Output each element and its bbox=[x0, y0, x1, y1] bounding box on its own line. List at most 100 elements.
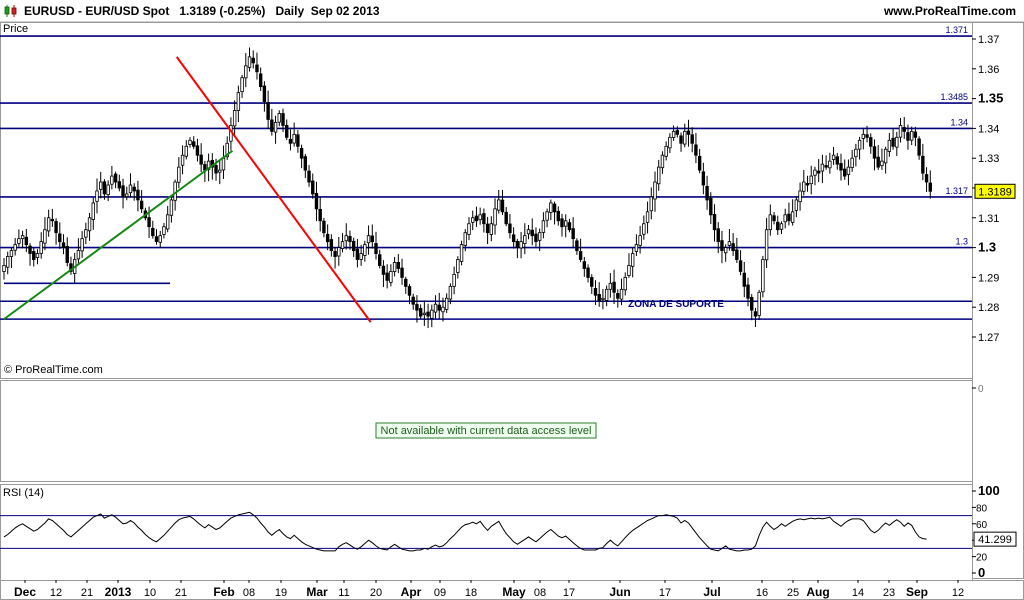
date-tick-label: 08 bbox=[534, 587, 546, 599]
candle-body bbox=[898, 125, 903, 138]
candle-body bbox=[482, 213, 486, 225]
candle-body bbox=[158, 235, 162, 243]
candle-body bbox=[221, 157, 226, 171]
candle-body bbox=[177, 166, 181, 183]
candle-body bbox=[683, 130, 687, 145]
candle-body bbox=[924, 174, 929, 183]
candle-body bbox=[738, 260, 743, 272]
candle-body bbox=[802, 181, 806, 192]
price-tick-label: 1.36 bbox=[978, 64, 999, 76]
candle-body bbox=[571, 228, 575, 240]
candle-body bbox=[820, 163, 825, 172]
candle-body bbox=[251, 57, 255, 64]
candle-body bbox=[560, 218, 564, 228]
candle-body bbox=[768, 214, 773, 231]
candle-body bbox=[255, 64, 259, 73]
date-tick-label: May bbox=[502, 585, 526, 599]
candle-body bbox=[872, 146, 877, 159]
price-change: 1.3189 (-0.25%) bbox=[179, 4, 266, 18]
candle-body bbox=[869, 137, 873, 147]
candle-body bbox=[839, 163, 843, 171]
candle-body bbox=[485, 223, 490, 234]
rsi-line bbox=[3, 511, 927, 552]
candle-body bbox=[776, 221, 780, 231]
data-access-text: Not available with current data access l… bbox=[381, 425, 592, 437]
candle-body bbox=[467, 223, 471, 235]
candle-body bbox=[32, 251, 36, 260]
rsi-series bbox=[0, 511, 972, 552]
candle-body bbox=[909, 130, 914, 141]
price-tick-label: 1.28 bbox=[978, 302, 999, 314]
candle-body bbox=[921, 155, 925, 174]
candle-body bbox=[798, 190, 802, 203]
candle-body bbox=[199, 154, 203, 165]
rsi-tick-label: 20 bbox=[976, 553, 988, 564]
candle-body bbox=[604, 288, 609, 301]
candle-body bbox=[258, 73, 263, 88]
level-label: 1.371 bbox=[945, 25, 968, 35]
candle-body bbox=[906, 132, 910, 141]
candle-body bbox=[504, 211, 508, 225]
date-tick-label: Dec bbox=[14, 585, 36, 599]
candle-body bbox=[162, 226, 166, 235]
date-tick-label: 20 bbox=[370, 587, 382, 599]
candle-body bbox=[169, 199, 174, 216]
date-tick-label: 17 bbox=[563, 587, 575, 599]
candle-body bbox=[65, 246, 69, 263]
brand-link[interactable]: www.ProRealTime.com bbox=[883, 4, 1016, 18]
candle-body bbox=[493, 208, 497, 226]
candle-body bbox=[270, 119, 274, 132]
price-tick-label: 1.31 bbox=[978, 213, 999, 225]
candle-body bbox=[329, 239, 334, 251]
candle-body bbox=[471, 217, 475, 223]
candlestick-series bbox=[2, 47, 932, 329]
rsi-tick-label: 80 bbox=[976, 503, 988, 514]
candle-body bbox=[534, 233, 538, 243]
candle-body bbox=[363, 244, 367, 256]
support-zone-annotation: ZONA DE SUPORTE bbox=[628, 299, 724, 310]
date-tick-label: 23 bbox=[883, 587, 895, 599]
candle-body bbox=[9, 250, 14, 257]
candle-body bbox=[400, 267, 404, 278]
date-tick-label: 18 bbox=[465, 587, 477, 599]
rsi-pane-label: RSI (14) bbox=[3, 487, 44, 499]
current-price-tag bbox=[974, 183, 1016, 199]
candle-body bbox=[322, 220, 326, 234]
date-tick-label: 21 bbox=[175, 587, 187, 599]
candle-body bbox=[91, 202, 95, 220]
candle-body bbox=[753, 311, 758, 317]
price-pane bbox=[0, 22, 973, 379]
candle-body bbox=[136, 189, 140, 201]
candle-body bbox=[474, 215, 479, 222]
candle-body bbox=[430, 309, 434, 319]
candle-body bbox=[567, 222, 572, 231]
candle-body bbox=[928, 182, 932, 192]
timeframe-date: Daily Sep 02 2013 bbox=[275, 4, 380, 18]
candle-body bbox=[296, 134, 300, 147]
candle-body bbox=[511, 234, 516, 243]
chart-title: EURUSD - EUR/USD Spot 1.3189 (-0.25%) Da… bbox=[24, 4, 380, 18]
candle-body bbox=[634, 244, 639, 252]
candle-body bbox=[887, 139, 892, 152]
rsi-current-tag bbox=[973, 531, 1017, 547]
candle-body bbox=[712, 214, 717, 231]
candle-body bbox=[385, 272, 389, 281]
candle-body bbox=[61, 242, 66, 249]
candle-body bbox=[359, 253, 363, 260]
candle-body bbox=[500, 199, 505, 213]
price-axis bbox=[972, 22, 1024, 579]
candle-body bbox=[139, 200, 144, 210]
rsi-tick-label: 60 bbox=[976, 520, 988, 531]
candle-body bbox=[790, 211, 795, 223]
candle-body bbox=[761, 259, 765, 293]
candle-body bbox=[13, 244, 17, 251]
candle-body bbox=[396, 262, 401, 269]
candle-body bbox=[6, 256, 10, 268]
candle-body bbox=[106, 184, 110, 195]
candle-body bbox=[519, 241, 523, 249]
candle-body bbox=[165, 214, 170, 230]
date-tick-label: Mar bbox=[306, 585, 328, 599]
candle-body bbox=[459, 244, 464, 262]
date-tick-label: 12 bbox=[50, 587, 62, 599]
